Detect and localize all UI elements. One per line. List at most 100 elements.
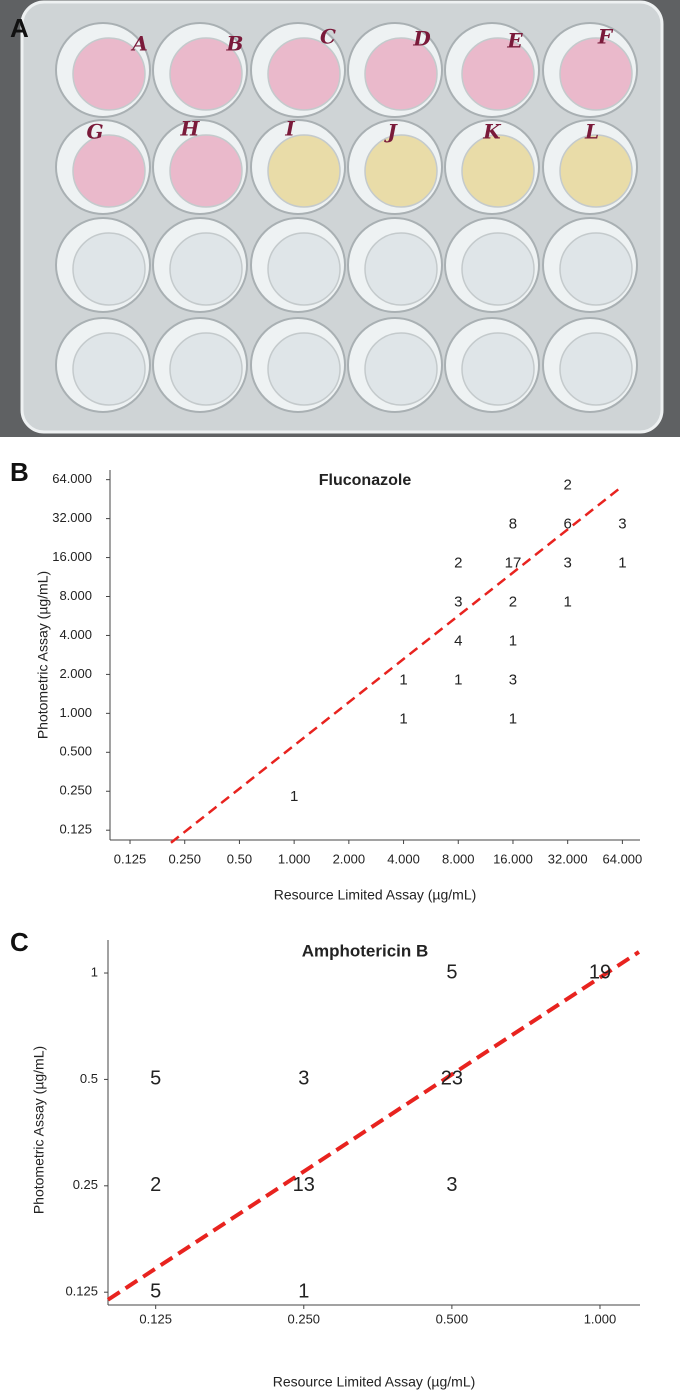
count-label: 3 [564,555,572,572]
well-liquid [72,332,146,406]
count-label: 2 [150,1174,161,1196]
count-label: 3 [509,671,517,688]
x-tick-label: 1.000 [584,1311,617,1326]
panel-label: A [10,13,29,43]
count-label: 2 [564,477,572,494]
well-label: K [482,120,502,144]
x-tick-label: 0.250 [168,851,201,866]
well-liquid [559,332,633,406]
count-label: 2 [454,555,462,572]
count-label: 5 [446,961,457,983]
y-tick-label: 2.000 [59,666,92,681]
x-tick-label: 64.000 [603,851,643,866]
x-tick-label: 0.500 [436,1311,469,1326]
well-liquid [169,332,243,406]
well-liquid [267,332,341,406]
well-liquid [461,232,535,306]
count-label: 1 [399,671,407,688]
well-liquid [72,232,146,306]
well-liquid [461,37,535,111]
y-axis-label: Photometric Assay (µg/mL) [31,1046,47,1214]
y-tick-label: 4.000 [59,627,92,642]
well-liquid [461,332,535,406]
well-label: D [412,27,431,51]
count-label: 3 [618,516,626,533]
x-tick-label: 32.000 [548,851,588,866]
y-tick-label: 0.25 [73,1177,98,1192]
count-label: 1 [399,710,407,727]
count-label: 1 [509,632,517,649]
x-tick-label: 0.50 [227,851,252,866]
well-label: F [597,25,614,49]
count-label: 3 [454,593,462,610]
panel-label: B [10,457,29,487]
y-tick-label: 16.000 [52,549,92,564]
chart-title: Amphotericin B [302,941,429,960]
x-tick-label: 1.000 [278,851,311,866]
well-liquid [364,332,438,406]
well-liquid [169,37,243,111]
well-label: B [226,32,244,56]
well-label: J [383,120,398,144]
x-tick-label: 0.125 [139,1311,172,1326]
count-label: 3 [298,1068,309,1090]
chart-title: Fluconazole [319,472,412,489]
x-axis-label: Resource Limited Assay (µg/mL) [273,1374,476,1390]
well-liquid [364,134,438,208]
y-tick-label: 0.125 [59,822,92,837]
count-label: 23 [441,1068,463,1090]
y-tick-label: 8.000 [59,588,92,603]
y-tick-label: 0.500 [59,744,92,759]
well-label: L [584,120,599,144]
well-liquid [559,232,633,306]
y-tick-label: 32.000 [52,510,92,525]
count-label: 1 [618,555,626,572]
count-label: 13 [293,1174,315,1196]
x-tick-label: 0.125 [114,851,147,866]
well-liquid [461,134,535,208]
x-axis-label: Resource Limited Assay (µg/mL) [274,887,477,903]
y-tick-label: 0.250 [59,783,92,798]
x-tick-label: 8.000 [442,851,475,866]
count-label: 2 [509,593,517,610]
well-liquid [364,232,438,306]
panel-label: C [10,927,29,957]
well-liquid [267,37,341,111]
count-label: 1 [290,788,298,805]
well-label: C [320,25,336,49]
count-label: 8 [509,516,517,533]
count-label: 1 [509,710,517,727]
x-tick-label: 16.000 [493,851,533,866]
count-label: 5 [150,1068,161,1090]
well-liquid [559,134,633,208]
reference-line [170,486,622,844]
count-label: 3 [446,1174,457,1196]
count-label: 6 [564,516,572,533]
well-liquid [72,134,146,208]
well-liquid [559,37,633,111]
well-liquid [169,232,243,306]
y-tick-label: 64.000 [52,471,92,486]
reference-line [106,950,641,1302]
y-tick-label: 0.125 [65,1284,98,1299]
count-label: 19 [589,961,611,983]
count-label: 5 [150,1280,161,1302]
well-label: G [86,120,103,144]
well-label: H [180,117,201,141]
well-liquid [169,134,243,208]
count-label: 4 [454,632,462,649]
well-liquid [267,232,341,306]
wells: A B C D E F G H I J K L [55,22,638,413]
x-tick-label: 2.000 [333,851,366,866]
y-tick-label: 1.000 [59,705,92,720]
well-label: A [130,32,148,56]
count-label: 1 [564,593,572,610]
well-liquid [267,134,341,208]
well-label: E [506,29,523,53]
well-label: I [284,117,295,141]
well-liquid [364,37,438,111]
well-liquid [72,37,146,111]
x-tick-label: 0.250 [288,1311,321,1326]
y-axis-label: Photometric Assay (µg/mL) [35,571,51,739]
